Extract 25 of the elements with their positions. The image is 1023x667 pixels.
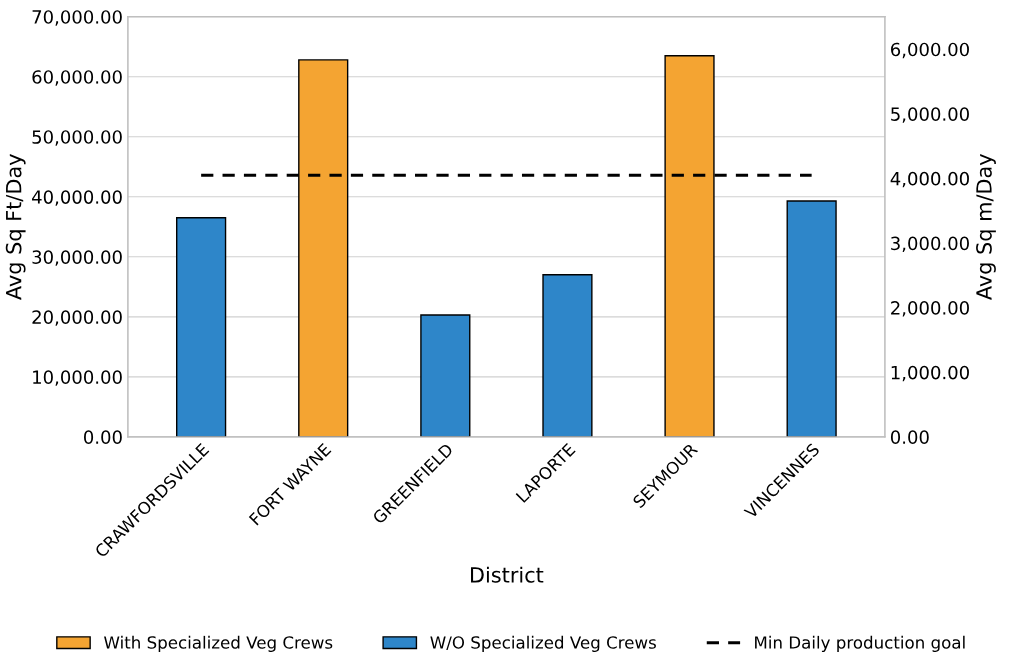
legend-label: W/O Specialized Veg Crews [430,635,656,652]
y2-tick-label: 5,000.00 [891,107,969,123]
y-tick-label: 50,000.00 [32,130,122,146]
bar [786,200,837,437]
y-tick-label: 40,000.00 [32,190,122,206]
y2-tick-label: 4,000.00 [890,171,969,188]
legend-label: With Specialized Veg Crews [104,635,333,652]
y-tick-label: 70,000.00 [32,10,122,26]
y2-tick-label: 2,000.00 [891,301,969,317]
y-axis-title: Avg Sq Ft/Day [5,154,26,300]
bar [420,314,471,437]
y-tick-label: 60,000.00 [32,70,122,86]
y-tick-label: 20,000.00 [32,310,122,326]
y-tick-label: 10,000.00 [33,370,122,386]
y2-tick-label: 1,000.00 [891,365,969,382]
y2-tick-label: 0.00 [890,430,929,444]
y-tick-label: 30,000.00 [32,250,122,266]
bar [176,217,227,437]
legend-label: Min Daily production goal [755,635,965,652]
y-tick-label: 0.00 [84,430,122,444]
x-axis-title: District [471,566,544,583]
y2-axis-title: Avg Sq m/Day [976,154,996,300]
bar [542,274,593,437]
y2-tick-label: 6,000.00 [891,42,969,59]
y2-tick-label: 3,000.00 [891,236,969,252]
